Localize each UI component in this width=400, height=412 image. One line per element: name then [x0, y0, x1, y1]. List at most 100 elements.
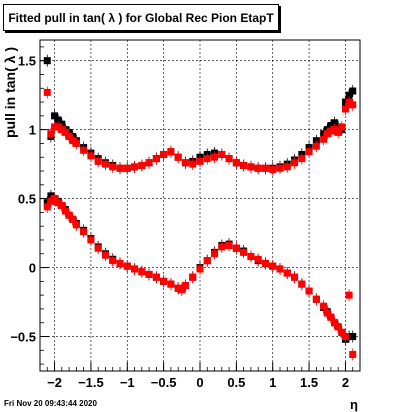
data-point — [116, 164, 124, 172]
tick-labels: −2 −1.5 −1 −0.5 0 0.5 1 1.5 2 −0.5 0 0.5 1 1.5 — [10, 54, 349, 390]
y-tick-label: 0 — [29, 261, 36, 276]
data-point — [232, 244, 240, 252]
data-point — [291, 273, 299, 281]
data-point — [167, 148, 175, 156]
data-point — [69, 215, 77, 223]
data-point — [51, 195, 59, 203]
data-point — [327, 313, 335, 321]
data-point — [178, 286, 186, 294]
timestamp: Fri Nov 20 09:43:44 2020 — [4, 399, 97, 408]
data-point — [334, 128, 342, 136]
data-point — [47, 197, 55, 205]
data-point — [276, 265, 284, 273]
data-point — [80, 228, 88, 236]
data-point — [51, 112, 59, 120]
data-point — [72, 139, 80, 147]
data-point — [123, 262, 131, 270]
data-point — [101, 160, 109, 168]
data-point — [54, 199, 62, 207]
x-tick-label: −1.5 — [78, 375, 104, 390]
x-tick-label: 0.5 — [227, 375, 245, 390]
data-point — [305, 148, 313, 156]
data-point — [138, 162, 146, 170]
x-tick-label: −1 — [120, 375, 135, 390]
data-point — [152, 155, 160, 163]
data-point — [225, 241, 233, 249]
data-point — [174, 153, 182, 161]
data-point — [61, 128, 69, 136]
data-point — [323, 309, 331, 317]
data-point — [327, 127, 335, 135]
chart-title: Fitted pull in tan( λ ) for Global Rec P… — [3, 4, 279, 31]
data-point — [320, 135, 328, 143]
data-point — [341, 105, 349, 113]
x-tick-label: −0.5 — [151, 375, 177, 390]
data-point — [338, 328, 346, 336]
tick-marks — [39, 46, 361, 371]
data-point — [341, 333, 349, 341]
data-point — [94, 244, 102, 252]
data-point — [80, 146, 88, 154]
data-point — [131, 265, 139, 273]
data-point — [54, 123, 62, 131]
data-point — [196, 265, 204, 273]
data-point — [269, 262, 277, 270]
data-point — [109, 257, 117, 265]
data-point — [101, 251, 109, 259]
grid-lines — [40, 40, 360, 371]
data-point — [218, 150, 226, 158]
data-point — [54, 116, 62, 124]
data-point — [261, 259, 269, 267]
data-point — [69, 137, 77, 145]
data-point — [61, 207, 69, 215]
x-tick-label: −2 — [47, 375, 62, 390]
data-point — [269, 166, 277, 174]
data-point — [189, 273, 197, 281]
data-point — [43, 203, 51, 211]
data-point — [331, 119, 339, 127]
data-point — [331, 126, 339, 134]
data-point — [254, 255, 262, 263]
data-point — [298, 280, 306, 288]
data-point — [345, 291, 353, 299]
x-tick-label: 2 — [342, 375, 349, 390]
x-tick-label: 1.5 — [300, 375, 318, 390]
data-point — [43, 88, 51, 96]
data-point — [232, 159, 240, 167]
data-point — [160, 277, 168, 285]
data-point — [349, 333, 357, 341]
data-point — [131, 163, 139, 171]
data-point — [312, 142, 320, 150]
data-point — [145, 270, 153, 278]
data-point — [58, 202, 66, 209]
data-point — [58, 126, 66, 134]
data-point — [65, 133, 73, 141]
data-point — [145, 159, 153, 167]
data-point — [291, 159, 299, 167]
data-point — [116, 259, 124, 267]
data-point — [43, 57, 51, 65]
data-point — [203, 257, 211, 265]
data-point — [181, 281, 189, 289]
data-point — [247, 253, 255, 261]
data-point — [152, 273, 160, 281]
data-point — [305, 287, 313, 295]
x-tick-label: 0 — [196, 375, 203, 390]
data-point — [189, 160, 197, 168]
data-point — [160, 150, 168, 158]
data-point — [345, 98, 353, 106]
data-point — [181, 159, 189, 167]
data-point — [349, 350, 357, 358]
data-point — [283, 163, 291, 171]
data-point — [87, 236, 95, 244]
data-point — [94, 157, 102, 165]
data-point — [349, 87, 357, 95]
data-point — [323, 130, 331, 138]
data-point — [123, 164, 131, 172]
data-point — [203, 155, 211, 163]
data-point — [167, 280, 175, 288]
data-point — [338, 123, 346, 131]
data-point — [320, 302, 328, 310]
y-tick-label: 1.5 — [18, 54, 36, 69]
